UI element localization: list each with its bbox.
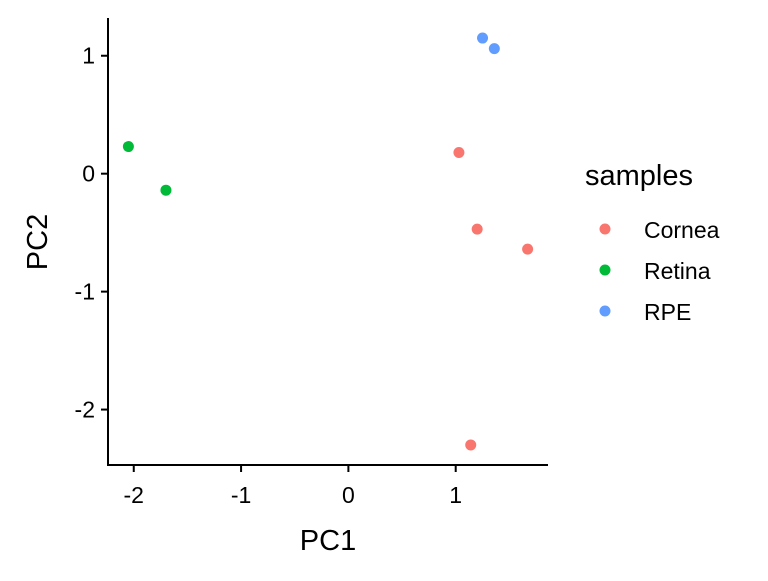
y-tick-label: 1: [82, 43, 95, 69]
y-tick-label: 0: [82, 161, 95, 187]
y-axis-label: PC2: [22, 214, 54, 270]
legend-label: RPE: [644, 299, 691, 325]
y-tick-label: -1: [75, 279, 95, 305]
legend-key-rpe: [599, 305, 611, 317]
point-retina: [122, 141, 134, 153]
legend-label: Retina: [644, 258, 711, 284]
point-cornea: [465, 439, 477, 451]
point-cornea: [522, 243, 534, 255]
axes: [107, 18, 548, 466]
x-tick-label: 0: [342, 482, 355, 508]
x-axis-label: PC1: [300, 525, 356, 557]
legend-key-cornea: [599, 223, 611, 235]
point-rpe: [488, 43, 500, 55]
point-rpe: [477, 32, 489, 44]
x-tick-label: -2: [124, 482, 144, 508]
point-retina: [160, 184, 172, 196]
point-cornea: [471, 223, 483, 235]
legend: samples Cornea Retina RPE: [585, 160, 720, 325]
legend-key-retina: [599, 264, 611, 276]
point-cornea: [453, 146, 465, 158]
legend-title: samples: [585, 160, 693, 192]
legend-label: Cornea: [644, 217, 720, 243]
x-tick-label: 1: [449, 482, 462, 508]
x-tick-label: -1: [231, 482, 251, 508]
y-tick-label: -2: [75, 397, 95, 423]
